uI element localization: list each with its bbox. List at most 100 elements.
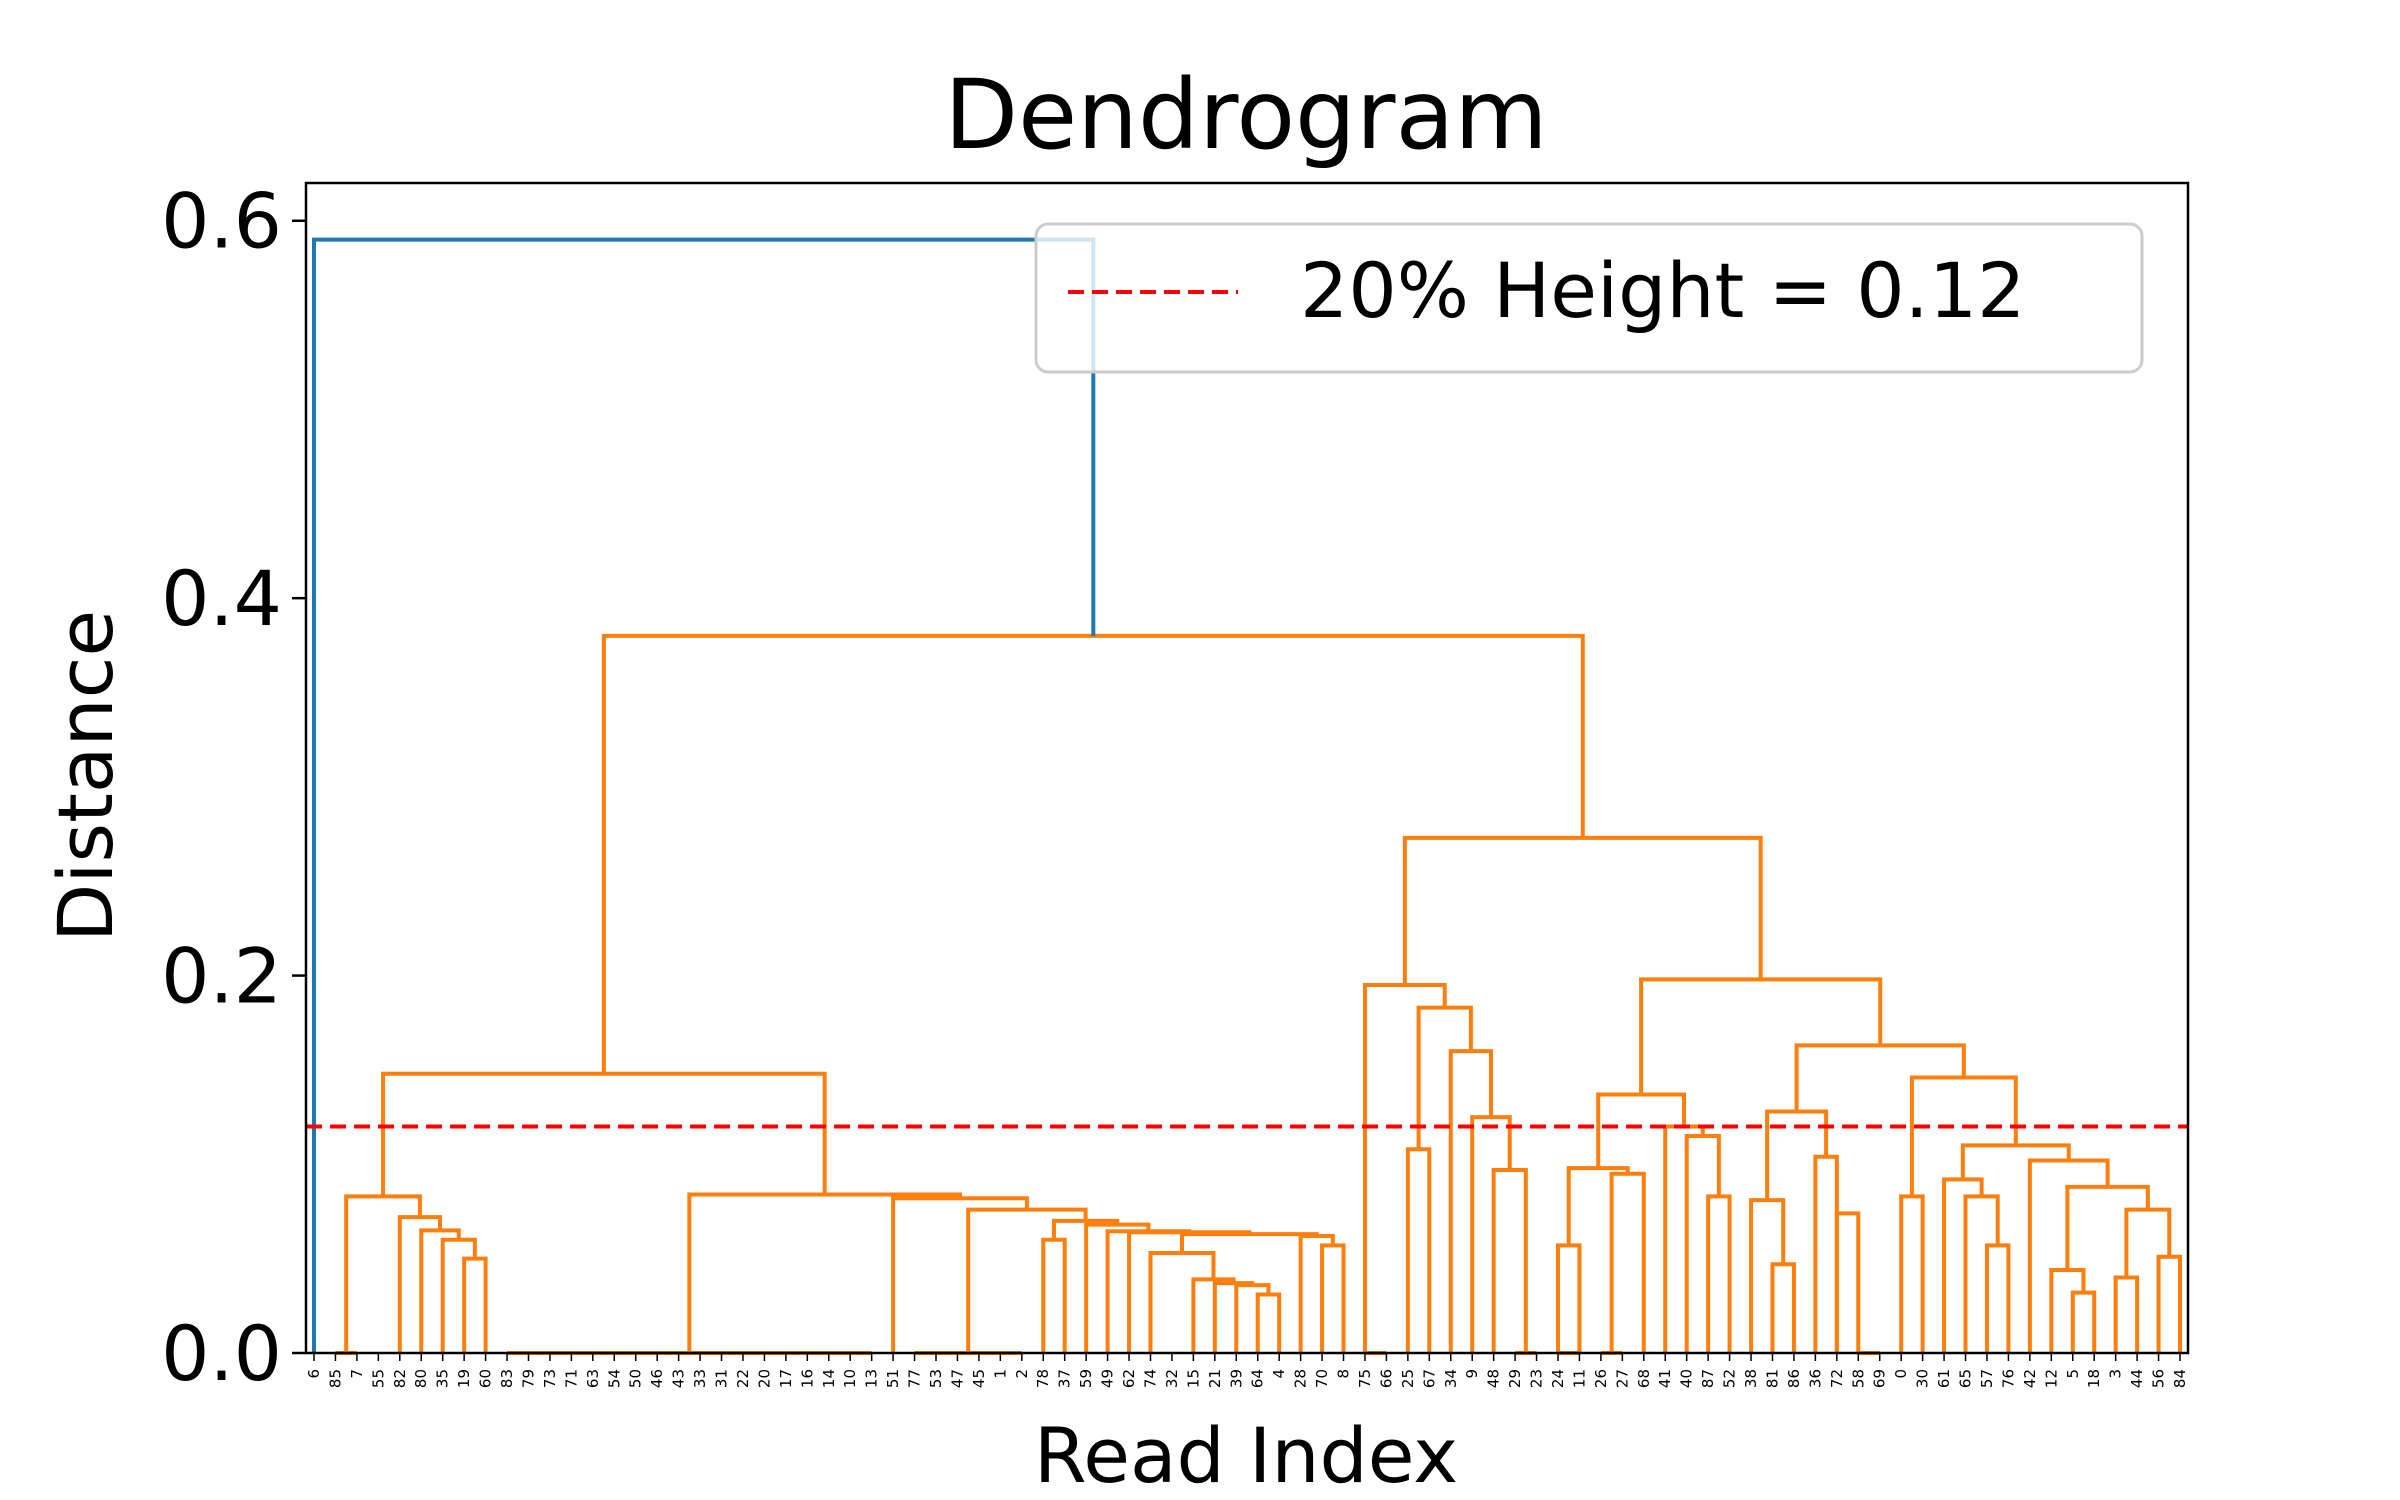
dendrogram-link (1984, 1243, 2011, 1353)
dendrogram-link (891, 1196, 1029, 1353)
x-tick-label: 28 (1292, 1369, 1310, 1388)
x-tick-label: 2 (1013, 1369, 1031, 1379)
x-tick-label: 14 (820, 1369, 838, 1388)
dendrogram-link (1899, 1194, 1925, 1353)
legend-threshold-label: 20% Height = 0.12 (1300, 246, 2026, 335)
x-tick-label: 7 (348, 1369, 366, 1379)
x-tick-label: 71 (562, 1369, 580, 1388)
dendrogram-link (1566, 1166, 1630, 1246)
x-tick-label: 24 (1549, 1369, 1567, 1388)
x-tick-label: 52 (1721, 1369, 1739, 1388)
x-tick-label: 5 (2064, 1369, 2082, 1379)
dendrogram-link (1298, 1234, 1335, 1353)
dendrogram-link (1405, 1147, 1432, 1353)
x-tick-label: 37 (1056, 1369, 1074, 1388)
x-tick-label: 21 (1206, 1369, 1224, 1388)
dendrogram-link (1105, 1229, 1192, 1353)
x-tick-label: 77 (906, 1369, 924, 1388)
dendrogram-link (1942, 1177, 1984, 1353)
x-tick-label: 78 (1034, 1369, 1052, 1388)
dendrogram-link (2070, 1290, 2097, 1353)
x-tick-label: 22 (734, 1369, 752, 1388)
x-tick-label: 45 (970, 1369, 988, 1388)
x-tick-label: 12 (2042, 1369, 2060, 1388)
x-tick-label: 59 (1077, 1369, 1095, 1388)
dendrogram-link (1470, 1115, 1512, 1353)
dendrogram-link (1179, 1232, 1319, 1253)
dendrogram-link (1212, 1281, 1255, 1353)
x-tick-label: 10 (841, 1369, 859, 1388)
dendrogram-link (1556, 1243, 1582, 1353)
x-tick-label: 3 (2107, 1369, 2125, 1379)
x-tick-label: 4 (1270, 1369, 1288, 1379)
dendrogram-link (1834, 1211, 1861, 1353)
x-tick-label: 20 (755, 1369, 773, 1388)
x-tick-label: 17 (777, 1369, 795, 1388)
dendrogram-link (2124, 1207, 2172, 1278)
x-tick-label: 31 (713, 1369, 731, 1388)
dendrogram-link (1609, 1171, 1646, 1353)
x-tick-label: 8 (1335, 1369, 1353, 1379)
dendrogram-link (2156, 1254, 2182, 1353)
x-tick-label: 34 (1442, 1369, 1460, 1388)
dendrogram-link (1706, 1194, 1732, 1353)
dendrogram-link (1084, 1222, 1151, 1353)
x-tick-label: 11 (1570, 1369, 1588, 1388)
dendrogram-link (1320, 1243, 1346, 1353)
x-tick-label: 84 (2171, 1369, 2189, 1388)
dendrogram-link (1663, 1124, 1705, 1353)
x-axis-ticks: 6 85 7 55 82 80 35 19 60 83 79 73 71 63 54 50 46 43 33 31 22… (305, 1353, 2189, 1388)
x-tick-label: 85 (326, 1369, 344, 1388)
chart-title: Dendrogram (944, 59, 1548, 171)
dendrogram-link (1255, 1292, 1282, 1353)
x-tick-label: 81 (1763, 1369, 1781, 1388)
dendrogram-link (1148, 1250, 1216, 1353)
dendrogram-link (2113, 1275, 2140, 1353)
x-tick-label: 82 (391, 1369, 409, 1388)
x-tick-label: 57 (1978, 1369, 1996, 1388)
plot-frame (304, 181, 2190, 1355)
x-tick-label: 43 (670, 1369, 688, 1388)
dendrogram-link (1963, 1194, 2000, 1353)
x-tick-label: 70 (1313, 1369, 1331, 1388)
dendrogram-link (1491, 1167, 1528, 1353)
x-tick-label: 73 (541, 1369, 559, 1388)
x-tick-label: 63 (584, 1369, 602, 1388)
dendrogram-link (381, 1071, 827, 1197)
y-tick-label: 0.0 (161, 1309, 282, 1398)
x-tick-label: 1 (991, 1369, 1009, 1379)
x-tick-label: 55 (369, 1369, 387, 1388)
x-tick-label: 23 (1528, 1369, 1546, 1388)
x-tick-label: 32 (1163, 1369, 1181, 1388)
dendrogram-link (1596, 1092, 1687, 1169)
x-tick-label: 48 (1485, 1369, 1503, 1388)
x-tick-label: 25 (1399, 1369, 1417, 1388)
dendrogram-link (312, 237, 1096, 1353)
x-tick-label: 72 (1828, 1369, 1846, 1388)
x-tick-label: 58 (1849, 1369, 1867, 1388)
x-tick-label: 18 (2085, 1369, 2103, 1388)
dendrogram-link (1041, 1237, 1067, 1353)
x-tick-label: 15 (1184, 1369, 1202, 1388)
x-tick-label: 74 (1141, 1369, 1159, 1388)
x-tick-label: 87 (1699, 1369, 1717, 1388)
x-tick-label: 66 (1377, 1369, 1395, 1388)
x-tick-label: 79 (519, 1369, 537, 1388)
dendrogram-link (1127, 1230, 1252, 1353)
x-tick-label: 40 (1678, 1369, 1696, 1388)
dendrogram-link (1684, 1133, 1721, 1353)
dendrogram-links (312, 237, 2182, 1355)
x-tick-label: 29 (1506, 1369, 1524, 1388)
dendrogram-link (2027, 1158, 2110, 1353)
x-tick-label: 61 (1935, 1369, 1953, 1388)
x-tick-label: 35 (434, 1369, 452, 1388)
x-axis-label: Read Index (1034, 1411, 1458, 1500)
x-tick-label: 42 (2021, 1369, 2039, 1388)
x-tick-label: 68 (1635, 1369, 1653, 1388)
x-tick-label: 0 (1892, 1369, 1910, 1379)
dendrogram-link (966, 1207, 1088, 1353)
x-tick-label: 67 (1420, 1369, 1438, 1388)
x-tick-label: 41 (1656, 1369, 1674, 1388)
x-tick-label: 19 (455, 1369, 473, 1388)
